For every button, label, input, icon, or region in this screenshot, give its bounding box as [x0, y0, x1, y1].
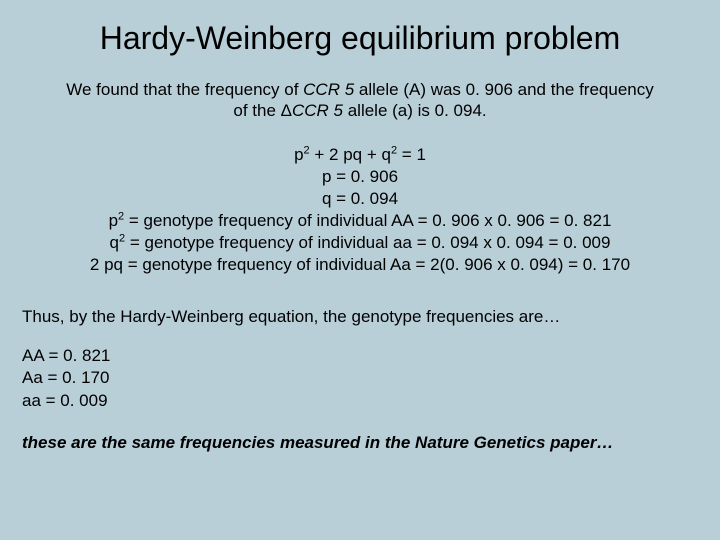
genotype-aa: aa = 0. 009 — [22, 390, 698, 412]
q2-rhs: = genotype frequency of individual aa = … — [125, 233, 610, 252]
conclusion-text: Thus, by the Hardy-Weinberg equation, th… — [22, 306, 698, 327]
genotype-Aa: Aa = 0. 170 — [22, 367, 698, 389]
intro-post: allele (a) is 0. 094. — [343, 101, 487, 120]
q-value-line: q = 0. 094 — [22, 188, 698, 210]
slide-title: Hardy-Weinberg equilibrium problem — [22, 20, 698, 57]
q-squared-line: q2 = genotype frequency of individual aa… — [22, 232, 698, 254]
p-value-line: p = 0. 906 — [22, 166, 698, 188]
eq-rhs: = 1 — [397, 145, 426, 164]
genotype-list: AA = 0. 821 Aa = 0. 170 aa = 0. 009 — [22, 345, 698, 411]
footnote-text: these are the same frequencies measured … — [22, 432, 698, 453]
p2-lhs: p — [109, 211, 118, 230]
intro-pre: We found that the frequency of — [66, 80, 303, 99]
gene-ccr5-1: CCR 5 — [303, 80, 354, 99]
q2-lhs: q — [110, 233, 119, 252]
hw-equation: p2 + 2 pq + q2 = 1 — [22, 144, 698, 166]
gene-ccr5-2: CCR 5 — [292, 101, 343, 120]
eq-p: p — [294, 145, 303, 164]
eq-mid: + 2 pq + q — [310, 145, 391, 164]
intro-text: We found that the frequency of CCR 5 all… — [22, 79, 698, 122]
p-squared-line: p2 = genotype frequency of individual AA… — [22, 210, 698, 232]
p2-rhs: = genotype frequency of individual AA = … — [124, 211, 611, 230]
two-pq-line: 2 pq = genotype frequency of individual … — [22, 254, 698, 276]
delta-symbol: Δ — [281, 101, 292, 120]
genotype-AA: AA = 0. 821 — [22, 345, 698, 367]
calculation-block: p2 + 2 pq + q2 = 1 p = 0. 906 q = 0. 094… — [22, 144, 698, 277]
